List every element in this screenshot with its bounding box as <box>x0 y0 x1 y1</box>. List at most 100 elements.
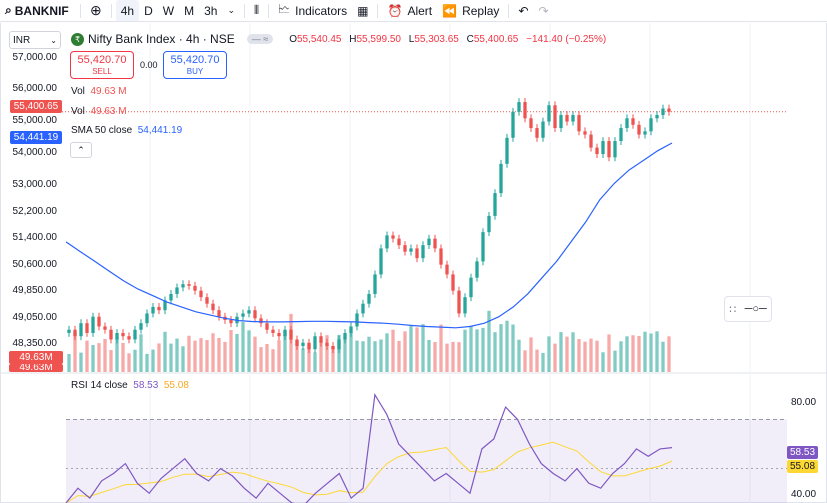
candle <box>667 108 671 112</box>
volume-bar <box>133 349 137 372</box>
volume-bar <box>121 342 125 372</box>
volume-bar <box>619 341 623 372</box>
candle <box>499 163 503 194</box>
undo-button[interactable]: ↶ <box>513 0 533 22</box>
volume-bar <box>73 331 77 372</box>
candle <box>637 124 641 135</box>
volume-bar <box>595 340 599 372</box>
candle <box>253 310 257 319</box>
redo-button[interactable]: ↷ <box>534 0 554 22</box>
search-icon: ⌕ <box>5 3 12 17</box>
volume-bar <box>67 354 71 372</box>
sell-price: 55,420.70 <box>77 54 127 66</box>
candle <box>295 339 299 346</box>
volume-bar <box>265 343 269 372</box>
currency-select[interactable]: INR ⌄ <box>9 31 61 49</box>
volume-bar <box>445 343 449 372</box>
volume-bar <box>343 337 347 372</box>
volume-bar <box>649 333 653 372</box>
alarm-icon: ⏰ <box>387 3 403 18</box>
indicators-icon: 🗠 <box>278 2 291 16</box>
candle <box>133 329 137 340</box>
candle <box>601 141 605 155</box>
interval-m[interactable]: M <box>184 3 195 18</box>
volume-bar <box>559 332 563 372</box>
volume-bar <box>427 339 431 372</box>
low-value: 55,303.65 <box>414 33 459 45</box>
candle <box>493 193 497 216</box>
currency-label: INR <box>13 34 31 46</box>
alert-button[interactable]: ⏰ Alert <box>382 0 437 22</box>
horizontal-line-icon[interactable]: ─○─ <box>744 303 767 315</box>
candle <box>325 342 329 346</box>
volume-bar <box>175 338 179 372</box>
sma-line <box>65 142 673 329</box>
candle <box>457 290 461 314</box>
candle <box>481 232 485 262</box>
volume-bar <box>205 340 209 372</box>
candle <box>415 248 419 259</box>
candle <box>631 118 635 125</box>
volume-bar <box>625 336 629 372</box>
candle <box>559 115 563 129</box>
candle <box>67 329 71 333</box>
candle <box>451 274 455 291</box>
candle <box>181 284 185 288</box>
interval-d[interactable]: D <box>144 3 153 18</box>
volume-bar <box>85 340 89 372</box>
interval-dropdown[interactable]: ⌄ <box>222 0 240 22</box>
legend-title: Nifty Bank Index · 4h · NSE <box>88 32 235 46</box>
compare-button[interactable]: ⊕ <box>85 0 107 22</box>
buy-button[interactable]: 55,420.70 BUY <box>163 51 227 79</box>
candle <box>655 115 659 119</box>
volume-bar <box>415 327 419 372</box>
volume-bar <box>169 343 173 372</box>
interval-4h[interactable]: 4h <box>115 0 140 22</box>
candle <box>391 235 395 239</box>
drag-handle-icon[interactable]: ∷ <box>729 303 737 316</box>
candle <box>277 332 281 337</box>
candle <box>259 318 263 324</box>
spread-value: 0.00 <box>140 60 158 70</box>
interval-w[interactable]: W <box>162 3 175 18</box>
plus-circle-icon: ⊕ <box>90 2 102 18</box>
volume-bar <box>367 336 371 372</box>
volume-bar <box>307 344 311 372</box>
candle <box>211 303 215 311</box>
volume-bar <box>463 329 467 372</box>
candle <box>511 111 515 138</box>
candle <box>217 310 221 317</box>
templates-button[interactable]: ▦ <box>352 0 373 22</box>
legend-visibility-toggle[interactable]: — ≈ <box>246 34 274 44</box>
chevron-up-icon: ⌃ <box>77 144 85 155</box>
volume-bar <box>349 331 353 372</box>
rsi-ma-tag: 55.08 <box>787 460 818 473</box>
candle <box>409 248 413 252</box>
indicators-button[interactable]: 🗠 Indicators <box>273 0 352 22</box>
chart-type-button[interactable]: ⫴ <box>249 0 264 22</box>
symbol-search[interactable]: ⌕ BANKNIF <box>0 0 76 22</box>
candle <box>271 329 275 333</box>
candle <box>625 118 629 129</box>
vol-legend-2: Vol 49.63 M <box>71 106 127 117</box>
candle <box>349 326 353 333</box>
interval-3h[interactable]: 3h <box>204 3 218 18</box>
sma-price-tag: 54,441.19 <box>10 131 62 144</box>
buy-price: 55,420.70 <box>170 54 220 66</box>
price-axis-label: 56,000.00 <box>12 83 58 94</box>
volume-bar <box>589 338 593 372</box>
replay-button[interactable]: ⏪ Replay <box>437 0 504 22</box>
volume-bar <box>607 334 611 372</box>
candle <box>199 290 203 298</box>
floating-drawing-toolbar[interactable]: ∷ ─○─ <box>724 296 772 322</box>
sell-button[interactable]: 55,420.70 SELL <box>70 51 134 79</box>
volume-bar <box>181 346 185 372</box>
collapse-legend-button[interactable]: ⌃ <box>70 142 92 158</box>
candle <box>565 115 569 122</box>
candle <box>661 108 665 116</box>
candle <box>151 306 155 314</box>
volume-bar <box>331 346 335 372</box>
volume-bar <box>187 335 191 372</box>
candle <box>97 316 101 327</box>
